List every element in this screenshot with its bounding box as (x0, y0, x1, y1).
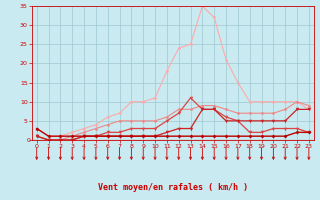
Text: 0: 0 (27, 138, 31, 142)
Text: Vent moyen/en rafales ( km/h ): Vent moyen/en rafales ( km/h ) (98, 183, 248, 192)
